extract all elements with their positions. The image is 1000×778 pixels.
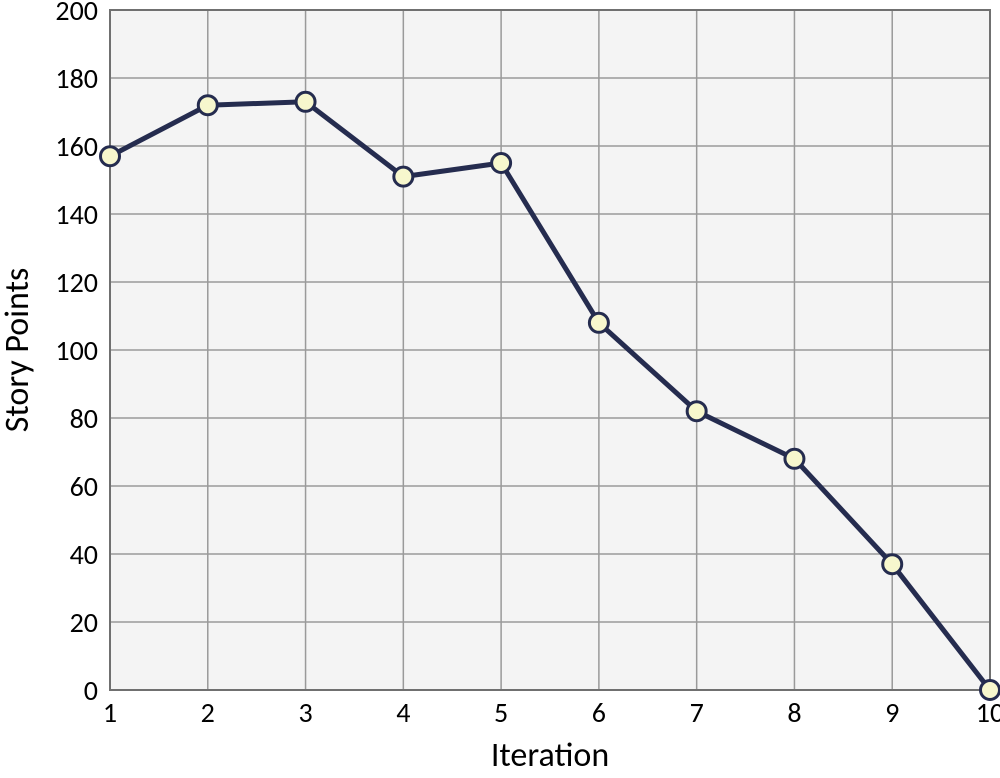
y-tick-label: 80: [70, 401, 98, 436]
x-axis-title: Iteration: [491, 735, 609, 776]
y-tick-label: 120: [55, 265, 98, 300]
x-tick-labels: 1 2 3 4 5 6 7 8 9 10: [103, 695, 1000, 730]
x-tick-label: 6: [592, 695, 606, 730]
x-tick-label: 8: [787, 695, 801, 730]
y-tick-label: 200: [55, 0, 98, 28]
data-marker: [296, 92, 315, 111]
y-tick-label: 40: [70, 537, 98, 572]
y-tick-label: 180: [55, 61, 98, 96]
data-marker: [687, 402, 706, 421]
data-marker: [883, 555, 902, 574]
x-tick-label: 7: [690, 695, 704, 730]
x-tick-label: 3: [298, 695, 312, 730]
burndown-chart: 12345678910020406080100120140160180200It…: [0, 0, 1000, 778]
data-marker: [101, 147, 120, 166]
y-tick-label: 100: [55, 333, 98, 368]
data-marker: [394, 167, 413, 186]
data-marker: [198, 96, 217, 115]
y-tick-label: 140: [55, 197, 98, 232]
x-tick-label: 4: [396, 695, 410, 730]
data-marker: [589, 313, 608, 332]
x-tick-label: 1: [103, 695, 117, 730]
data-marker: [785, 449, 804, 468]
x-tick-label: 10: [976, 695, 1000, 730]
x-tick-label: 2: [201, 695, 215, 730]
y-tick-label: 160: [55, 129, 98, 164]
y-tick-label: 20: [70, 605, 98, 640]
data-marker: [492, 154, 511, 173]
x-tick-label: 9: [885, 695, 899, 730]
y-tick-labels: 0 20 40 60 80 100 120 140 160 180 200: [55, 0, 98, 708]
y-tick-label: 60: [70, 469, 98, 504]
x-tick-label: 5: [494, 695, 508, 730]
chart-svg: 12345678910020406080100120140160180200It…: [0, 0, 1000, 778]
y-tick-label: 0: [84, 673, 98, 708]
y-axis-title: Story Points: [0, 268, 38, 433]
